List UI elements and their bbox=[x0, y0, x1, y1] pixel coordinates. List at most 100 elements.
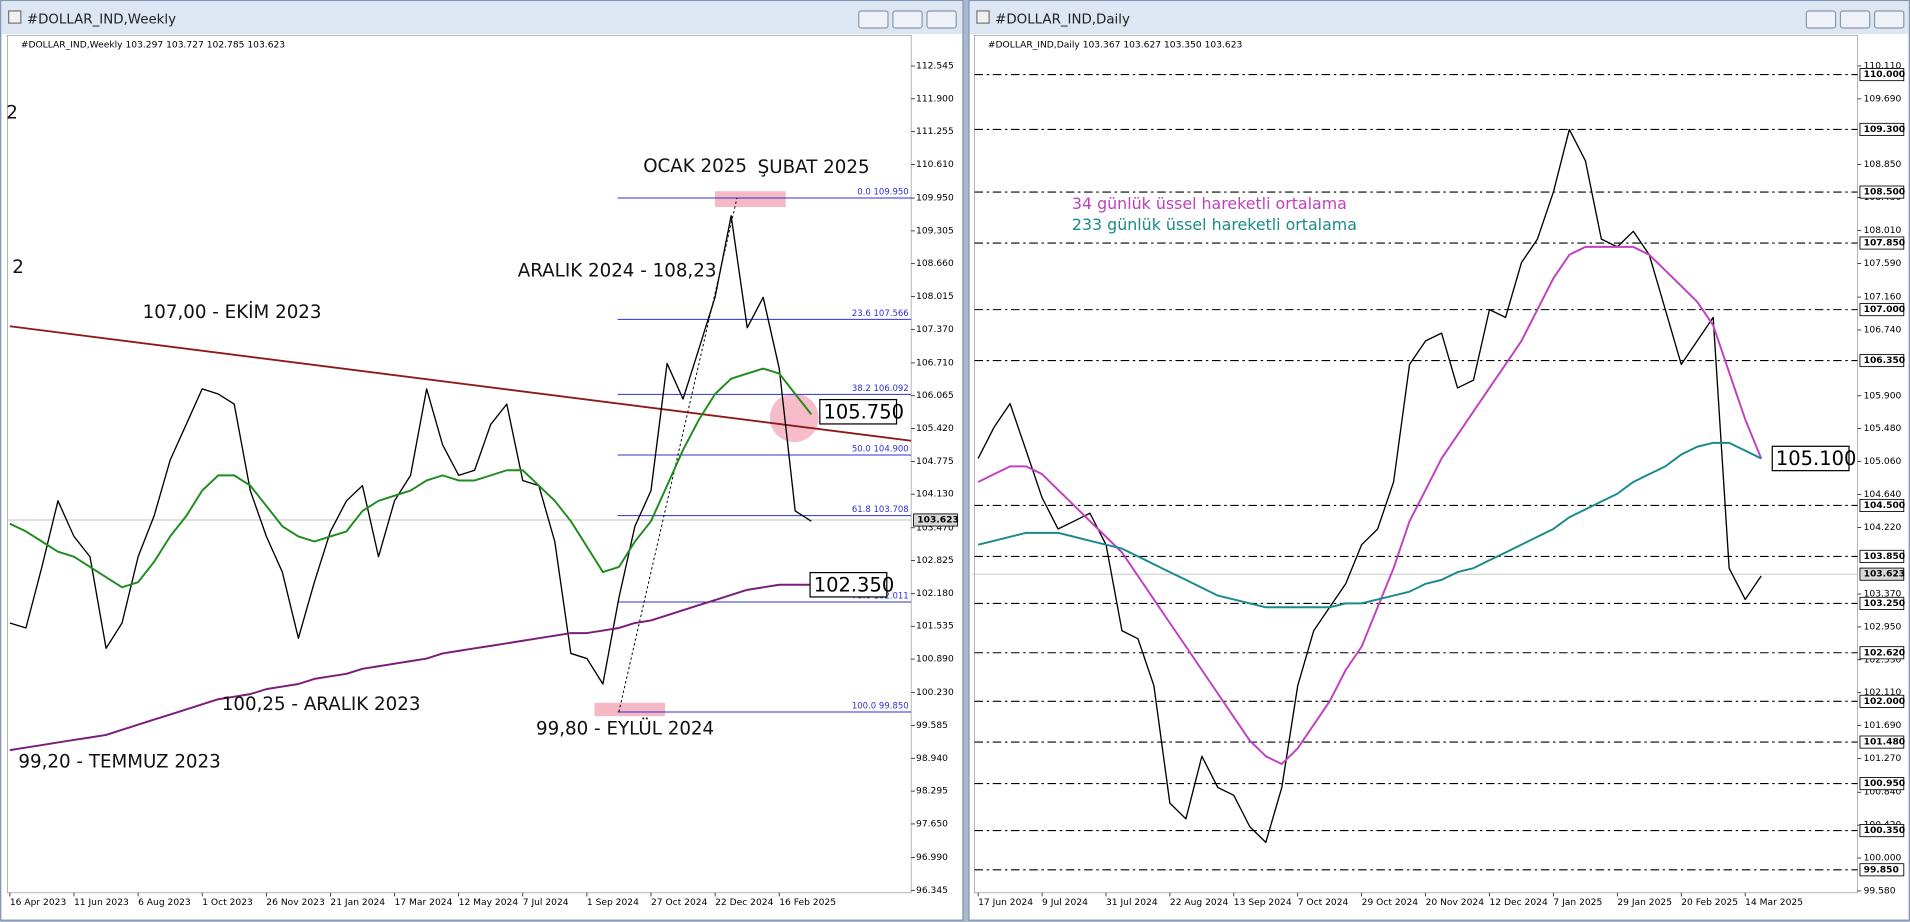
x-tick-label: 12 May 2024 bbox=[459, 898, 519, 908]
level-label: 107.850 bbox=[1864, 239, 1906, 249]
minimize-button[interactable] bbox=[1805, 10, 1837, 29]
title-bar bbox=[1, 1, 963, 35]
x-tick-label: 22 Dec 2024 bbox=[715, 898, 773, 908]
level-label: 103.850 bbox=[1864, 552, 1906, 562]
price-line bbox=[9, 215, 812, 685]
y-tick-label: 101.270 bbox=[1864, 754, 1902, 764]
legend-entry: 34 günlük üssel hareketli ortalama bbox=[1072, 194, 1347, 213]
weekly-window: #DOLLAR_IND,Weekly #DOLLAR_IND,Weekly 10… bbox=[0, 0, 964, 921]
highlight bbox=[769, 393, 819, 443]
level-label: 109.300 bbox=[1864, 125, 1906, 135]
level-box bbox=[1859, 777, 1905, 791]
current-price-box bbox=[1859, 567, 1905, 581]
y-tick-label: 106.065 bbox=[916, 391, 954, 401]
y-tick-label: 109.950 bbox=[916, 194, 954, 204]
y-tick-label: 102.530 bbox=[1864, 655, 1902, 665]
annotation: 2 bbox=[12, 257, 24, 278]
fib-label: 100.0 99.850 bbox=[852, 701, 909, 711]
y-tick-label: 102.825 bbox=[916, 556, 954, 566]
x-tick-label: 16 Feb 2025 bbox=[779, 898, 836, 908]
x-tick-label: 7 Jan 2025 bbox=[1553, 898, 1602, 908]
level-label: 108.500 bbox=[1864, 188, 1906, 198]
x-tick-label: 21 Jan 2024 bbox=[330, 898, 385, 908]
level-label: 101.480 bbox=[1864, 738, 1906, 748]
level-box bbox=[1859, 549, 1905, 563]
window-icon bbox=[976, 10, 990, 24]
current-price-box bbox=[913, 513, 958, 527]
level-label: 106.350 bbox=[1864, 356, 1906, 366]
fib-label: 61.8 103.708 bbox=[852, 505, 909, 515]
y-tick-label: 96.990 bbox=[916, 853, 948, 863]
fib-label: 38.2 106.092 bbox=[852, 384, 909, 394]
x-tick-label: 1 Sep 2024 bbox=[587, 898, 639, 908]
y-tick-label: 104.775 bbox=[916, 457, 954, 467]
y-tick-label: 108.850 bbox=[1864, 160, 1902, 170]
x-tick-label: 20 Nov 2024 bbox=[1426, 898, 1485, 908]
level-box bbox=[1859, 646, 1905, 660]
close-button[interactable] bbox=[926, 10, 957, 29]
level-label: 103.250 bbox=[1864, 599, 1906, 609]
y-tick-label: 111.900 bbox=[916, 94, 954, 104]
annotation: 99,20 - TEMMUZ 2023 bbox=[18, 751, 220, 772]
level-label: 99.850 bbox=[1864, 865, 1899, 875]
level-label: 102.000 bbox=[1864, 697, 1906, 707]
plot-frame bbox=[7, 34, 912, 894]
x-tick-label: 22 Aug 2024 bbox=[1170, 898, 1229, 908]
y-tick-label: 108.010 bbox=[1864, 226, 1902, 236]
current-price-label: 103.623 bbox=[1864, 570, 1906, 580]
y-tick-label: 99.580 bbox=[1864, 886, 1896, 896]
minimize-button[interactable] bbox=[858, 10, 889, 29]
price-box bbox=[1771, 445, 1850, 472]
level-label: 110.000 bbox=[1864, 70, 1906, 80]
y-tick-label: 102.950 bbox=[1864, 622, 1902, 632]
y-tick-label: 110.610 bbox=[916, 160, 954, 170]
x-tick-label: 26 Nov 2023 bbox=[266, 898, 325, 908]
window-frame bbox=[968, 0, 1910, 921]
y-tick-label: 100.000 bbox=[1864, 854, 1902, 864]
y-tick-label: 103.370 bbox=[1864, 590, 1902, 600]
x-tick-label: 17 Mar 2024 bbox=[395, 898, 453, 908]
title-bar bbox=[969, 1, 1909, 35]
y-tick-label: 102.110 bbox=[1864, 688, 1902, 698]
x-tick-label: 29 Oct 2024 bbox=[1362, 898, 1419, 908]
moving-average bbox=[9, 367, 813, 589]
y-tick-label: 101.690 bbox=[1864, 721, 1902, 731]
price-box bbox=[809, 571, 888, 598]
y-tick-label: 100.840 bbox=[1864, 788, 1902, 798]
window-icon bbox=[8, 10, 22, 24]
annotation: 99,80 - EYLÜL 2024 bbox=[536, 718, 714, 740]
y-tick-label: 98.295 bbox=[916, 787, 948, 797]
y-tick-label: 97.650 bbox=[916, 819, 948, 829]
highlight bbox=[715, 191, 786, 208]
annotation: 107,00 - EKİM 2023 bbox=[143, 302, 322, 323]
level-box bbox=[1859, 498, 1905, 512]
y-tick-label: 105.900 bbox=[1864, 391, 1902, 401]
close-button[interactable] bbox=[1873, 10, 1905, 29]
level-box bbox=[1859, 863, 1905, 877]
fib-label: 23.6 107.566 bbox=[852, 309, 909, 319]
level-box bbox=[1859, 596, 1905, 610]
level-box bbox=[1859, 735, 1905, 749]
fib-label: 50.0 104.900 bbox=[852, 444, 909, 454]
highlight bbox=[594, 702, 666, 717]
y-tick-label: 112.545 bbox=[916, 61, 954, 71]
x-tick-label: 29 Jan 2025 bbox=[1617, 898, 1672, 908]
y-tick-label: 110.110 bbox=[1864, 61, 1902, 71]
current-price-label: 103.623 bbox=[917, 515, 959, 525]
maximize-button[interactable] bbox=[1839, 10, 1871, 29]
level-box bbox=[1859, 824, 1905, 838]
x-tick-label: 31 Jul 2024 bbox=[1106, 898, 1158, 908]
x-tick-label: 13 Sep 2024 bbox=[1234, 898, 1292, 908]
moving-average bbox=[9, 583, 812, 752]
y-tick-label: 104.220 bbox=[1864, 523, 1902, 533]
window-title: #DOLLAR_IND,Weekly bbox=[27, 12, 176, 27]
chart-info: #DOLLAR_IND,Daily 103.367 103.627 103.35… bbox=[988, 41, 1243, 51]
level-label: 100.950 bbox=[1864, 779, 1906, 789]
x-tick-label: 7 Jul 2024 bbox=[523, 898, 569, 908]
fib-label: 0.0 109.950 bbox=[857, 187, 908, 197]
maximize-button[interactable] bbox=[892, 10, 923, 29]
plot-frame bbox=[974, 34, 1858, 894]
price-box-label: 105.750 bbox=[823, 400, 904, 423]
y-tick-label: 105.060 bbox=[1864, 457, 1902, 467]
